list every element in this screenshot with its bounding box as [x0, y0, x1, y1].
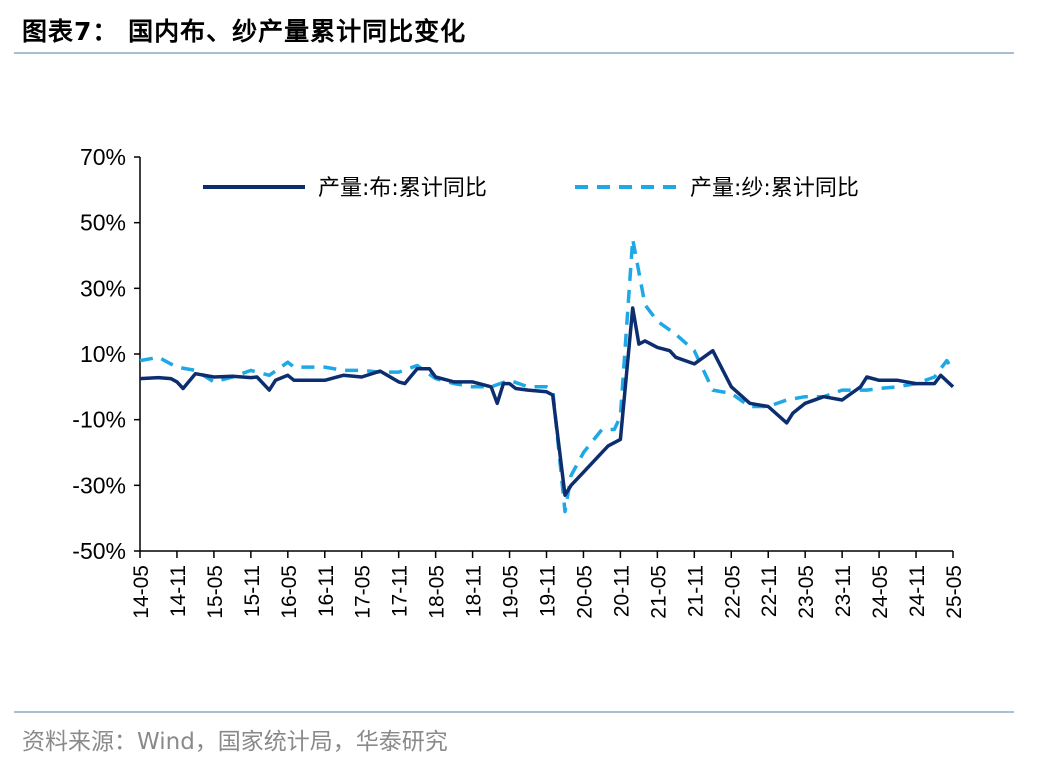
source-note: 资料来源：Wind，国家统计局，华泰研究	[22, 729, 448, 755]
y-tick-label: -30%	[72, 472, 126, 498]
x-tick-label: 19-05	[500, 565, 523, 619]
figure-title: 图表7： 国内布、纱产量累计同比变化	[22, 17, 467, 46]
line-chart: 70% 50% 30% 10% -10% -30% -50% 14-05 14-11 15-05…	[72, 144, 966, 619]
x-tick-label: 15-11	[241, 565, 264, 617]
y-tick-label: -50%	[72, 538, 126, 564]
y-tick-label: -10%	[72, 407, 126, 433]
chart-legend: 产量:布:累计同比 产量:纱:累计同比	[203, 176, 859, 201]
legend-label-yarn: 产量:纱:累计同比	[690, 176, 859, 201]
x-tick-label: 17-11	[389, 565, 412, 617]
x-tick-label: 14-11	[167, 565, 190, 617]
series-line-cloth	[139, 306, 955, 497]
x-tick-label: 24-11	[906, 565, 929, 617]
chart-series	[139, 237, 955, 514]
x-tick-label: 17-05	[352, 565, 375, 619]
x-tick-label: 24-05	[869, 565, 892, 619]
x-tick-label: 18-11	[463, 565, 486, 617]
x-tick-label: 15-05	[204, 565, 227, 619]
x-tick-label: 19-11	[537, 565, 560, 617]
x-tick-label: 22-11	[758, 565, 781, 617]
x-tick-label: 14-05	[130, 565, 153, 619]
x-tick-label: 23-11	[832, 565, 855, 617]
x-tick-labels: 14-05 14-11 15-05 15-11 16-05 16-11 17-05 17-11…	[130, 565, 966, 619]
x-tick-label: 22-05	[721, 565, 744, 619]
x-tick-label: 25-05	[943, 565, 966, 619]
x-tick-label: 21-11	[684, 565, 707, 617]
title-rule	[14, 52, 1014, 54]
x-tick-label: 20-05	[573, 565, 596, 619]
series-line-yarn	[139, 237, 955, 514]
y-tick-label: 10%	[80, 341, 126, 367]
y-tick-labels: 70% 50% 30% 10% -10% -30% -50%	[72, 144, 126, 564]
chart-axes	[134, 156, 954, 558]
y-tick-label: 30%	[80, 275, 126, 301]
x-tick-label: 23-05	[795, 565, 818, 619]
legend-label-cloth: 产量:布:累计同比	[318, 176, 487, 201]
x-tick-label: 16-05	[278, 565, 301, 619]
source-rule	[14, 711, 1014, 713]
x-tick-label: 16-11	[315, 565, 338, 617]
y-tick-label: 70%	[80, 144, 126, 170]
x-tick-label: 21-05	[647, 565, 670, 619]
x-tick-label: 20-11	[610, 565, 633, 617]
x-tick-label: 18-05	[426, 565, 449, 619]
y-tick-label: 50%	[80, 210, 126, 236]
